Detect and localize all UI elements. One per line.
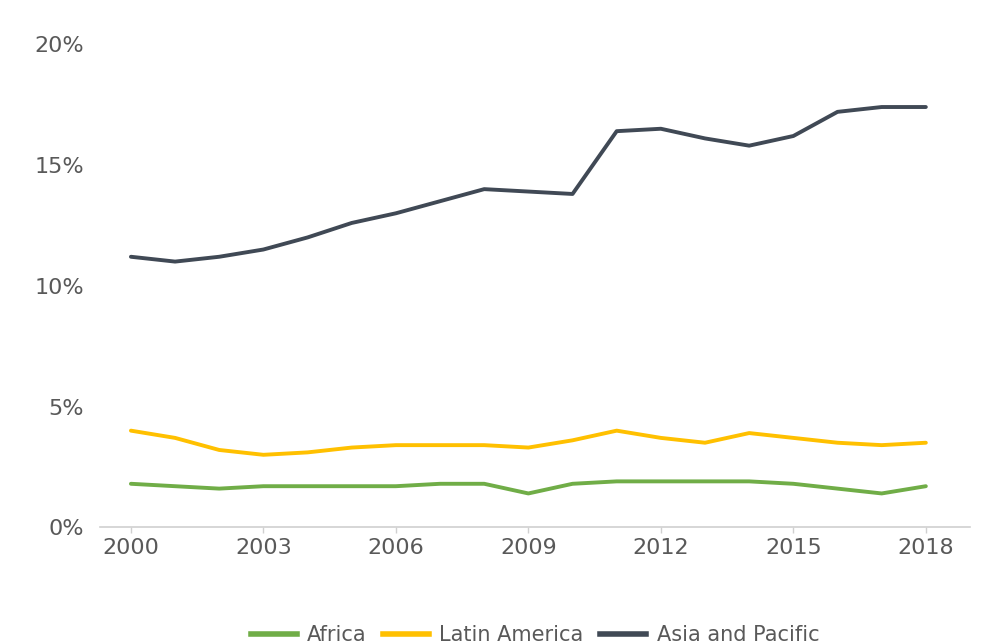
Legend: Africa, Latin America, Asia and Pacific: Africa, Latin America, Asia and Pacific xyxy=(242,617,828,643)
